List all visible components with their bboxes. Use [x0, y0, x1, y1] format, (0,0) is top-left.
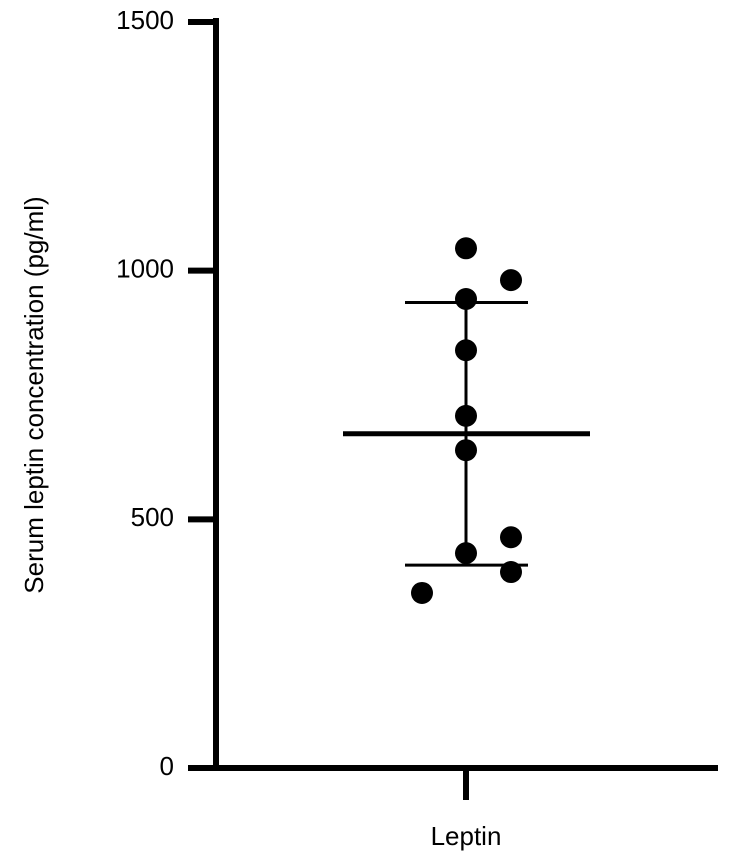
x-tick-label: Leptin [431, 821, 502, 851]
data-point [455, 439, 477, 462]
data-point [455, 237, 477, 260]
data-point [500, 269, 522, 292]
data-point [455, 542, 477, 565]
data-point [500, 561, 522, 584]
y-axis-label: Serum leptin concentration (pg/ml) [19, 196, 49, 593]
data-point [455, 339, 477, 362]
data-point [500, 526, 522, 549]
data-point [455, 404, 477, 427]
y-tick-label: 0 [160, 751, 174, 781]
y-tick-label: 1000 [116, 254, 174, 284]
y-tick-label: 1500 [116, 5, 174, 35]
data-point [455, 288, 477, 311]
data-point [411, 581, 433, 604]
y-tick-label: 500 [131, 502, 174, 532]
